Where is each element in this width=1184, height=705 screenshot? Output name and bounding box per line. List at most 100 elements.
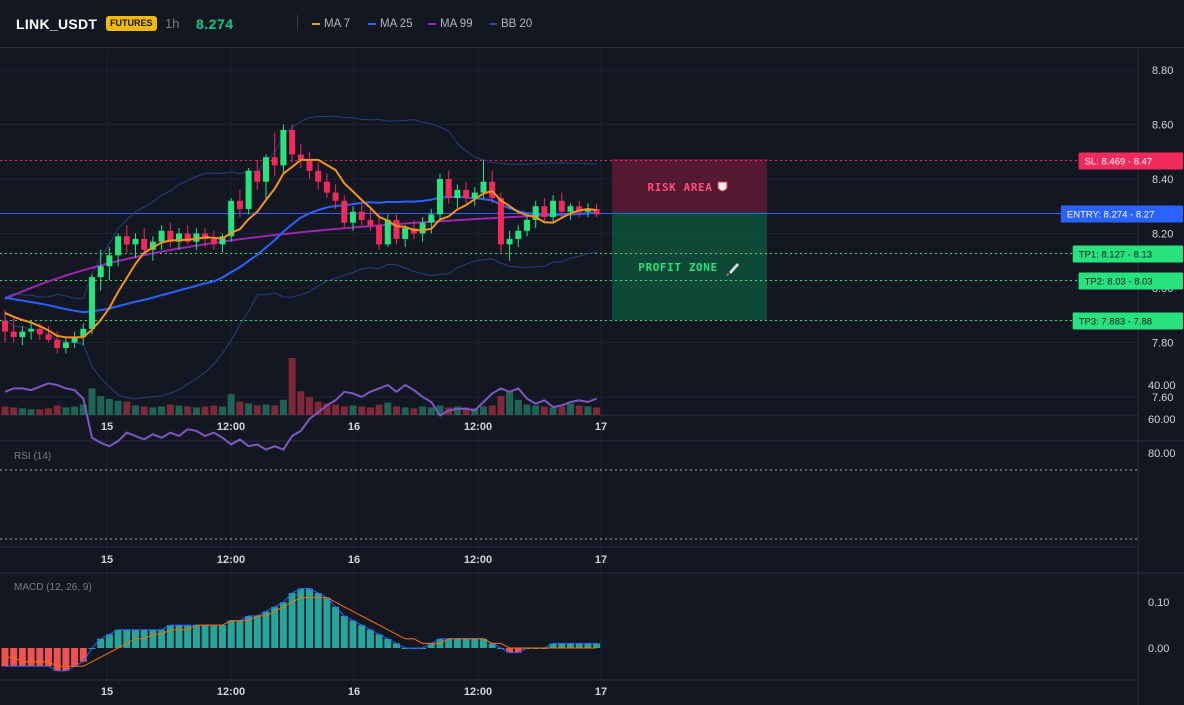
- candle-body[interactable]: [593, 208, 600, 215]
- candle-body[interactable]: [236, 200, 243, 209]
- candle-body[interactable]: [576, 206, 583, 212]
- candle-body[interactable]: [62, 342, 69, 348]
- candle-body[interactable]: [141, 238, 148, 250]
- bb-lower[interactable]: [4, 252, 597, 400]
- candle-body[interactable]: [45, 334, 52, 340]
- candle-body[interactable]: [176, 233, 182, 242]
- candle-body[interactable]: [123, 236, 130, 245]
- candle-body[interactable]: [210, 238, 217, 245]
- candle-body[interactable]: [506, 238, 513, 245]
- candle-body[interactable]: [297, 154, 304, 160]
- candle-body[interactable]: [567, 206, 574, 212]
- legend-ma99[interactable]: MA 99: [428, 15, 473, 33]
- legend-ma25[interactable]: MA 25: [368, 15, 413, 33]
- candle-body[interactable]: [341, 200, 348, 223]
- candle-body[interactable]: [2, 320, 8, 332]
- macd-hist-bar: [97, 638, 105, 648]
- interval-label[interactable]: 1h: [165, 16, 180, 31]
- candle-body[interactable]: [532, 206, 539, 220]
- risk-zone[interactable]: [612, 159, 767, 212]
- macd-hist-bar: [36, 648, 44, 667]
- candle-body[interactable]: [315, 170, 322, 182]
- candle-body[interactable]: [280, 129, 287, 166]
- volume-bar: [436, 405, 444, 415]
- candle-body[interactable]: [384, 219, 391, 245]
- candle-body[interactable]: [263, 157, 269, 182]
- symbol-label[interactable]: LINK_USDT: [16, 16, 98, 32]
- candle-body[interactable]: [445, 179, 452, 199]
- candle-body[interactable]: [167, 230, 174, 242]
- candle-body[interactable]: [515, 230, 522, 239]
- rsi-line[interactable]: [4, 382, 597, 451]
- candle-body[interactable]: [323, 181, 330, 193]
- ma7-path[interactable]: [4, 158, 597, 339]
- candle-body[interactable]: [332, 192, 339, 201]
- candle-body[interactable]: [254, 170, 261, 182]
- candle-body[interactable]: [19, 331, 26, 338]
- candle-body[interactable]: [149, 241, 156, 250]
- rsi-path[interactable]: [4, 382, 597, 451]
- candle-body[interactable]: [471, 192, 478, 199]
- candle-body[interactable]: [358, 211, 365, 220]
- volume-bar: [549, 407, 557, 415]
- candle-body[interactable]: [228, 200, 235, 237]
- rocket-icon: [726, 263, 739, 276]
- candle-body[interactable]: [428, 214, 435, 223]
- bollinger-bands[interactable]: [4, 115, 597, 400]
- candle-body[interactable]: [393, 219, 400, 239]
- candle-body[interactable]: [437, 179, 443, 215]
- candle-body[interactable]: [524, 219, 530, 231]
- signal-path[interactable]: [5, 597, 597, 667]
- candle-body[interactable]: [350, 211, 356, 223]
- macd-lines[interactable]: [5, 588, 597, 672]
- candle-body[interactable]: [54, 339, 61, 348]
- volume-bar: [558, 406, 566, 415]
- candle-body[interactable]: [489, 181, 496, 199]
- candle-body[interactable]: [71, 337, 78, 343]
- candle-body[interactable]: [558, 200, 565, 212]
- candle-body[interactable]: [158, 230, 165, 242]
- legend-ma7[interactable]: MA 7: [312, 15, 350, 33]
- candle-body[interactable]: [584, 208, 591, 212]
- candle-body[interactable]: [306, 159, 313, 171]
- candle-body[interactable]: [80, 328, 87, 338]
- legend-bb20[interactable]: BB 20: [489, 15, 532, 33]
- candle-body[interactable]: [202, 233, 209, 239]
- candle-body[interactable]: [115, 236, 122, 256]
- candle-body[interactable]: [245, 170, 252, 209]
- profit-zone[interactable]: [612, 212, 767, 320]
- candle-body[interactable]: [28, 328, 35, 332]
- candle-body[interactable]: [419, 222, 426, 234]
- candle-body[interactable]: [10, 331, 17, 338]
- tp1-price-tag: [1072, 245, 1183, 263]
- candle-body[interactable]: [89, 277, 95, 329]
- ma7-line[interactable]: [4, 158, 597, 339]
- bb-upper[interactable]: [4, 115, 597, 300]
- candle-body[interactable]: [480, 181, 487, 193]
- candle-body[interactable]: [497, 198, 504, 245]
- candlesticks[interactable]: [2, 124, 600, 354]
- candle-body[interactable]: [106, 255, 113, 267]
- candle-body[interactable]: [454, 189, 461, 199]
- candle-body[interactable]: [376, 225, 383, 245]
- time-axes[interactable]: 15 12:00 16 12:00 17 15 12:00 16 12:00 17 15 12:00 1…: [101, 421, 607, 698]
- candle-body[interactable]: [541, 206, 548, 218]
- macd-hist-bar: [210, 625, 218, 648]
- candle-body[interactable]: [193, 233, 200, 242]
- candle-body[interactable]: [132, 238, 139, 245]
- candle-body[interactable]: [463, 189, 470, 199]
- macd-hist-bar: [445, 638, 453, 648]
- candle-body[interactable]: [97, 266, 104, 278]
- candle-body[interactable]: [219, 236, 226, 245]
- candle-body[interactable]: [402, 228, 409, 239]
- candle-body[interactable]: [289, 129, 296, 155]
- candle-body[interactable]: [550, 200, 557, 218]
- macd-hist-bar: [488, 643, 496, 648]
- macd-hist-bar: [219, 625, 226, 648]
- candle-body[interactable]: [367, 219, 374, 226]
- candle-body[interactable]: [271, 157, 278, 166]
- macd-path[interactable]: [5, 588, 597, 672]
- candle-body[interactable]: [36, 328, 43, 335]
- candle-body[interactable]: [184, 233, 191, 242]
